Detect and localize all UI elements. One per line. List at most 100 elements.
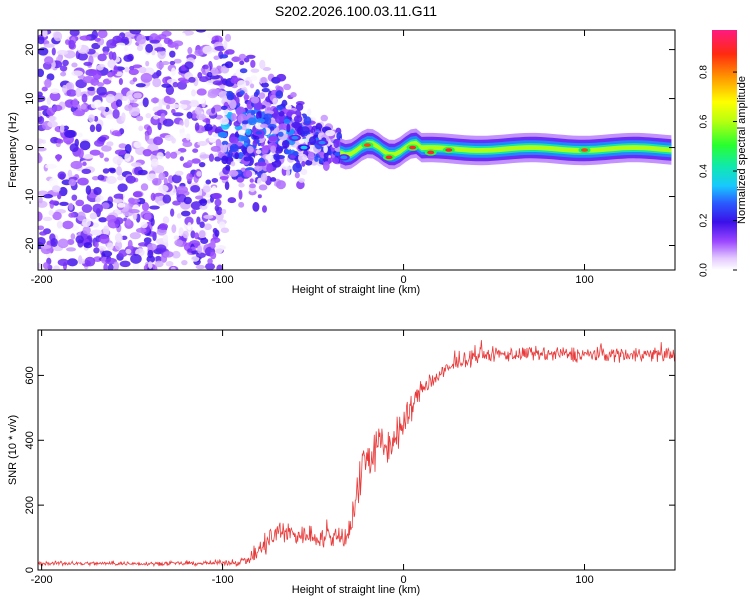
heatmap-cell — [194, 232, 200, 240]
heatmap-cell — [79, 140, 91, 151]
heatmap-cell — [211, 192, 222, 200]
heatmap-cell — [57, 171, 67, 180]
heatmap-cell — [300, 168, 308, 175]
colorbar-label: Normalized spectral amplitude — [736, 76, 748, 224]
heatmap-peak — [340, 155, 348, 160]
heatmap-cell — [140, 183, 149, 191]
heatmap-cell — [52, 104, 63, 112]
heatmap-cell — [89, 149, 101, 156]
spectrogram-x-tick-label: 0 — [400, 274, 406, 286]
heatmap-cell — [119, 260, 131, 268]
heatmap-cell — [154, 260, 164, 268]
heatmap-cell — [103, 225, 110, 236]
heatmap-cell — [84, 256, 96, 267]
heatmap-cell — [62, 220, 74, 230]
heatmap-cell — [247, 117, 257, 126]
heatmap-cell — [98, 217, 107, 223]
heatmap-cell — [223, 40, 228, 50]
heatmap-cell — [203, 214, 214, 219]
heatmap-cell — [75, 235, 84, 244]
spectrogram-x-ticks: -200 -100 0 100 — [31, 30, 594, 286]
heatmap-cell — [101, 202, 110, 210]
heatmap-cell — [205, 179, 212, 185]
heatmap-cell — [95, 197, 101, 203]
heatmap-cell — [143, 237, 152, 244]
heatmap-cell — [161, 83, 172, 88]
heatmap-cell — [53, 265, 60, 270]
heatmap-cell — [239, 60, 245, 65]
heatmap-cell — [179, 132, 186, 139]
heatmap-cell — [91, 30, 99, 40]
snr-x-ticks: -200 -100 0 100 — [31, 330, 594, 586]
heatmap-cell — [300, 126, 310, 135]
heatmap-cell — [246, 54, 256, 59]
heatmap-cell — [162, 251, 174, 258]
heatmap-cell — [200, 237, 209, 244]
heatmap-cell — [266, 163, 274, 173]
heatmap-cell — [190, 184, 201, 193]
heatmap-cell — [243, 156, 252, 162]
heatmap-peak — [318, 140, 326, 145]
heatmap-cell — [114, 149, 127, 156]
heatmap-cell — [211, 185, 217, 194]
heatmap-cell — [210, 145, 222, 152]
heatmap-cell — [122, 190, 130, 201]
heatmap-cell — [68, 202, 74, 211]
heatmap-cell — [107, 263, 114, 270]
heatmap-cell — [163, 177, 168, 185]
heatmap-cell — [191, 209, 197, 215]
heatmap-cell — [202, 185, 211, 193]
heatmap-cell — [148, 261, 153, 269]
snr-x-tick-label: 0 — [400, 574, 406, 586]
heatmap-cell — [206, 71, 213, 78]
heatmap-cell — [65, 247, 77, 252]
heatmap-cell — [212, 227, 218, 234]
heatmap-cell — [143, 213, 152, 221]
heatmap-cell — [121, 235, 128, 241]
heatmap-cell — [46, 97, 52, 106]
heatmap-cell — [250, 59, 256, 68]
heatmap-cell — [171, 108, 176, 114]
heatmap-cell — [92, 81, 105, 87]
heatmap-cell — [262, 66, 272, 72]
heatmap-cell — [132, 262, 140, 270]
heatmap-cell — [285, 104, 292, 110]
heatmap-cell — [245, 128, 252, 136]
heatmap-cell — [98, 136, 107, 142]
snr-x-tick-label: 100 — [575, 574, 593, 586]
heatmap-cell — [185, 133, 191, 141]
heatmap-cell — [218, 221, 226, 230]
heatmap-cell — [250, 68, 260, 73]
heatmap-cell — [258, 184, 268, 191]
heatmap-cell — [214, 198, 222, 207]
heatmap-cell — [253, 103, 262, 111]
heatmap-cell — [238, 201, 245, 208]
heatmap-cell — [105, 176, 117, 185]
heatmap-cell — [249, 178, 254, 183]
heatmap-cell — [239, 68, 248, 74]
heatmap-cell — [229, 99, 237, 110]
heatmap-cell — [260, 77, 267, 84]
heatmap-cell — [95, 123, 102, 133]
heatmap-cell — [123, 54, 134, 62]
heatmap-cell — [89, 124, 96, 133]
heatmap-cell — [262, 205, 267, 213]
heatmap-cell — [215, 138, 222, 149]
heatmap-cell — [294, 172, 300, 179]
heatmap-cell — [184, 61, 194, 70]
heatmap-cell — [137, 169, 148, 176]
heatmap-cell — [103, 263, 108, 270]
heatmap-cell — [136, 34, 147, 45]
heatmap-cell — [48, 209, 54, 216]
heatmap-cell — [216, 264, 224, 270]
heatmap-cell — [59, 65, 68, 72]
heatmap-cell — [104, 157, 109, 162]
heatmap-cell — [227, 197, 237, 204]
heatmap-cell — [71, 62, 78, 68]
heatmap-cell — [278, 131, 284, 137]
heatmap-cell — [72, 98, 79, 108]
heatmap-cell — [181, 260, 188, 266]
heatmap-cell — [92, 203, 103, 214]
heatmap-cell — [202, 45, 213, 55]
